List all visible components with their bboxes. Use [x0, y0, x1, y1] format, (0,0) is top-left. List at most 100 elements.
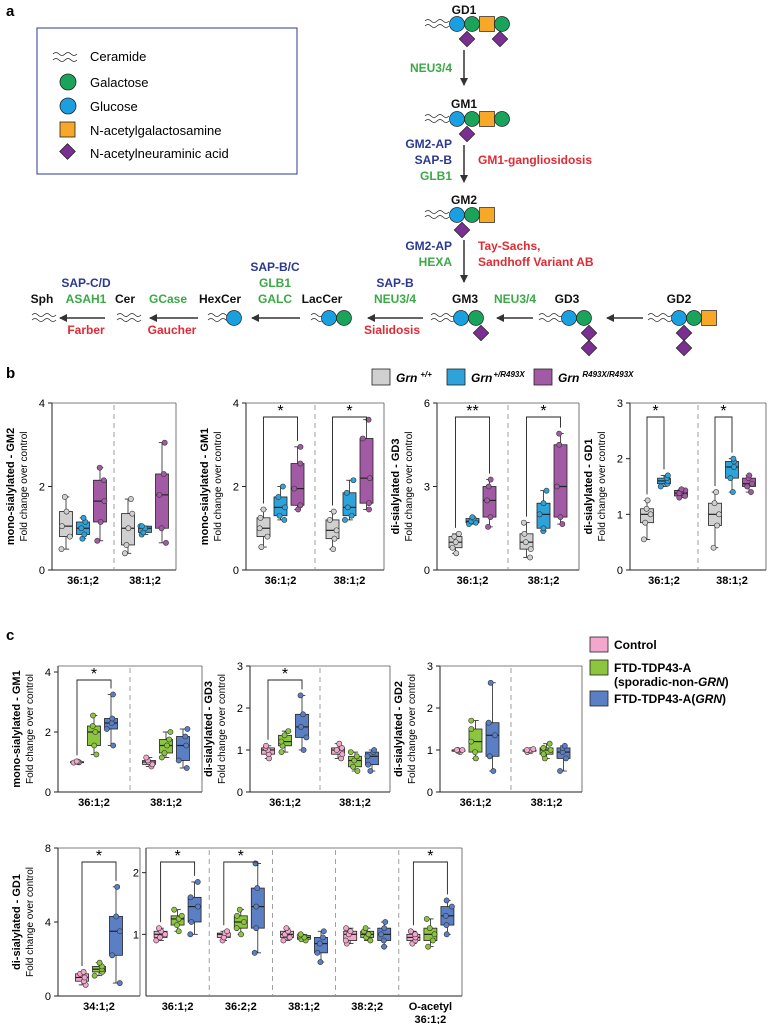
significance-bracket: [412, 861, 448, 926]
y-tick-label: 2: [45, 727, 51, 739]
data-point: [238, 931, 244, 938]
data-point: [183, 742, 190, 749]
y-tick-label: 0: [45, 787, 51, 799]
box-iqr: [290, 463, 305, 506]
box-iqr: [155, 473, 169, 529]
data-point: [710, 544, 717, 551]
enzyme-sapbc: SAP-B/C: [250, 260, 300, 274]
data-point: [366, 506, 372, 513]
data-point: [276, 512, 283, 519]
legend-a-label-ceramide: Ceramide: [90, 49, 146, 64]
category-label: 38:1;2: [129, 575, 161, 587]
enzyme-glb1-2: GLB1: [259, 276, 291, 290]
data-point: [367, 768, 374, 774]
data-point: [485, 719, 492, 726]
data-point: [347, 928, 354, 935]
data-point: [166, 736, 173, 743]
data-point: [353, 753, 360, 760]
data-point: [254, 885, 261, 891]
neuac-icon: [458, 125, 476, 143]
data-point: [431, 931, 438, 938]
data-point: [485, 483, 492, 490]
data-point: [320, 928, 327, 935]
box-c_gd2-2-0: [485, 679, 500, 774]
data-point: [490, 768, 497, 774]
y-axis-label: mono-sialylated - GM2: [5, 428, 17, 545]
box-b_gd3-2-0: [482, 476, 497, 530]
enzyme-sapb-2: SAP-B: [376, 276, 414, 290]
data-point: [711, 500, 718, 507]
disease-tay-sachs: Tay-Sachs,: [478, 239, 540, 253]
data-point: [297, 443, 304, 450]
significance-label: *: [282, 666, 288, 683]
data-point: [171, 906, 178, 913]
box-c_gm1-0-0: [70, 758, 84, 766]
box-c_gd1_a-0-0: [75, 969, 89, 988]
data-point: [258, 544, 265, 550]
y-axis-label: di-sialylated - GD1: [11, 874, 23, 970]
data-point: [664, 472, 671, 479]
data-point: [546, 740, 553, 747]
disease-farber: Farber: [67, 323, 105, 337]
data-point: [297, 692, 304, 699]
data-point: [139, 523, 145, 530]
data-point: [468, 738, 475, 745]
data-point: [188, 919, 195, 925]
data-point: [647, 511, 654, 518]
data-point: [347, 749, 354, 755]
box-c_gd1_b-0-0: [153, 925, 168, 944]
box-c_gm1-2-0: [103, 691, 118, 749]
chart-c_gd3: 0 1 2 3 di-sialylated - GD3 Fold change over …: [203, 661, 391, 809]
box-b_gd3-1-1: [536, 487, 551, 534]
box-b_gd3-2-1: [553, 430, 568, 527]
y-axis-label: di-sialylated - GD3: [203, 681, 215, 777]
box-iqr: [176, 736, 190, 761]
box-b_gm2-0-1: [121, 496, 136, 557]
data-point: [521, 530, 528, 537]
box-iqr: [187, 896, 202, 923]
data-point: [469, 514, 476, 521]
galactose-icon: [59, 73, 77, 91]
data-point: [682, 493, 689, 499]
ceramide-icon: [424, 19, 450, 28]
data-point: [365, 931, 372, 938]
legend-c-swatch-sporadic: [589, 659, 609, 676]
data-point: [371, 747, 378, 753]
data-point: [93, 751, 100, 758]
data-point: [91, 972, 98, 979]
legend-b-swatch-hom: [533, 368, 553, 386]
box-c_gd2-0-0: [451, 747, 466, 755]
y-tick-label: 1: [427, 745, 433, 757]
data-point: [291, 485, 298, 492]
data-point: [157, 934, 163, 941]
data-point: [81, 531, 88, 538]
chart-b_gd1: 0 1 2 3 di-sialylated - GD1 Fold change over …: [583, 398, 767, 587]
category-label: 36:1;2: [265, 575, 297, 587]
data-point: [122, 550, 128, 557]
box-b_gm2-2-0: [93, 464, 108, 544]
galactose-icon: [464, 207, 480, 223]
data-point: [184, 726, 191, 732]
data-point: [253, 925, 260, 932]
data-point: [300, 711, 306, 718]
y-tick-label: 6: [424, 398, 430, 410]
data-point: [468, 717, 475, 724]
box-c_gd1_b-2-4: [440, 897, 455, 938]
data-point: [540, 751, 547, 758]
data-point: [640, 536, 647, 543]
significance-label: *: [277, 403, 283, 420]
significance-bracket: [455, 416, 490, 528]
data-point: [557, 768, 563, 774]
box-c_gd1_b-0-1: [216, 928, 231, 944]
data-point: [113, 913, 120, 920]
data-point: [547, 747, 554, 753]
significance-bracket: [76, 679, 112, 756]
data-point: [443, 897, 450, 904]
enzyme-neu34-top: NEU3/4: [410, 61, 452, 75]
data-point: [175, 928, 182, 935]
node-cer: Cer: [115, 292, 135, 306]
data-point: [336, 740, 343, 747]
glucose-icon: [449, 111, 465, 127]
data-point: [453, 550, 460, 557]
